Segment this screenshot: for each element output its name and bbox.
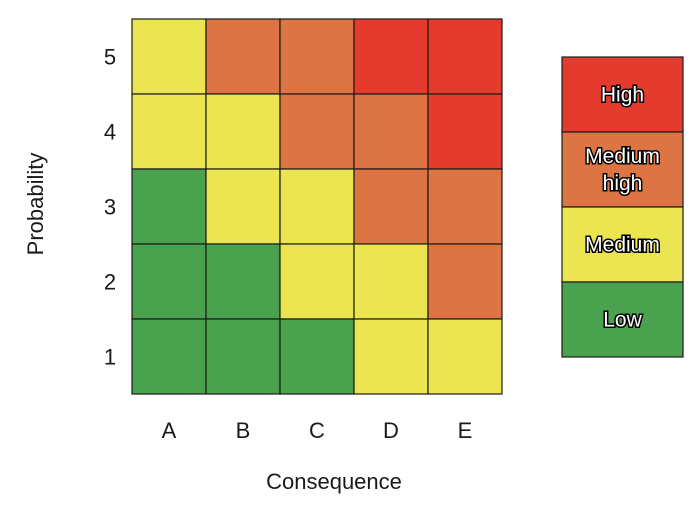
cell-4-e	[427, 93, 503, 170]
cell-2-b	[205, 243, 281, 320]
cell-3-c	[279, 168, 355, 245]
y-axis-title: Probability	[23, 153, 48, 256]
cell-5-a	[131, 18, 207, 95]
legend-swatch-low	[561, 281, 684, 358]
x-tick-a: A	[162, 418, 177, 443]
legend: High Medium high Medium Low	[561, 56, 684, 358]
x-tick-c: C	[309, 418, 325, 443]
cell-3-d	[353, 168, 429, 245]
cell-3-b	[205, 168, 281, 245]
legend-swatch-medium-high	[561, 131, 684, 208]
x-tick-d: D	[383, 418, 399, 443]
legend-label-low: Low	[603, 309, 642, 332]
y-tick-3: 3	[104, 195, 116, 220]
cell-4-d	[353, 93, 429, 170]
cell-4-a	[131, 93, 207, 170]
x-axis-title: Consequence	[266, 469, 402, 494]
x-tick-e: E	[458, 418, 473, 443]
legend-swatch-high	[561, 56, 684, 133]
legend-label-medium: Medium	[585, 234, 660, 257]
cell-3-e	[427, 168, 503, 245]
y-tick-5: 5	[104, 45, 116, 70]
cell-4-b	[205, 93, 281, 170]
cell-2-c	[279, 243, 355, 320]
cell-5-e	[427, 18, 503, 95]
cell-3-a	[131, 168, 207, 245]
legend-label-high: High	[601, 84, 644, 107]
y-tick-4: 4	[104, 120, 116, 145]
cell-1-c	[279, 318, 355, 395]
cell-5-b	[205, 18, 281, 95]
y-axis-ticks: 5 4 3 2 1	[104, 45, 116, 370]
risk-matrix-grid	[131, 18, 503, 395]
x-tick-b: B	[236, 418, 251, 443]
legend-label-medium-high-line-2: high	[603, 172, 643, 195]
cell-4-c	[279, 93, 355, 170]
cell-1-b	[205, 318, 281, 395]
cell-5-d	[353, 18, 429, 95]
cell-1-d	[353, 318, 429, 395]
y-tick-1: 1	[104, 345, 116, 370]
cell-2-a	[131, 243, 207, 320]
cell-1-e	[427, 318, 503, 395]
x-axis-ticks: A B C D E	[162, 418, 473, 443]
cell-2-e	[427, 243, 503, 320]
y-tick-2: 2	[104, 270, 116, 295]
cell-2-d	[353, 243, 429, 320]
cell-5-c	[279, 18, 355, 95]
cell-1-a	[131, 318, 207, 395]
legend-label-medium-high-line-1: Medium	[585, 145, 660, 168]
legend-swatch-medium	[561, 206, 684, 283]
